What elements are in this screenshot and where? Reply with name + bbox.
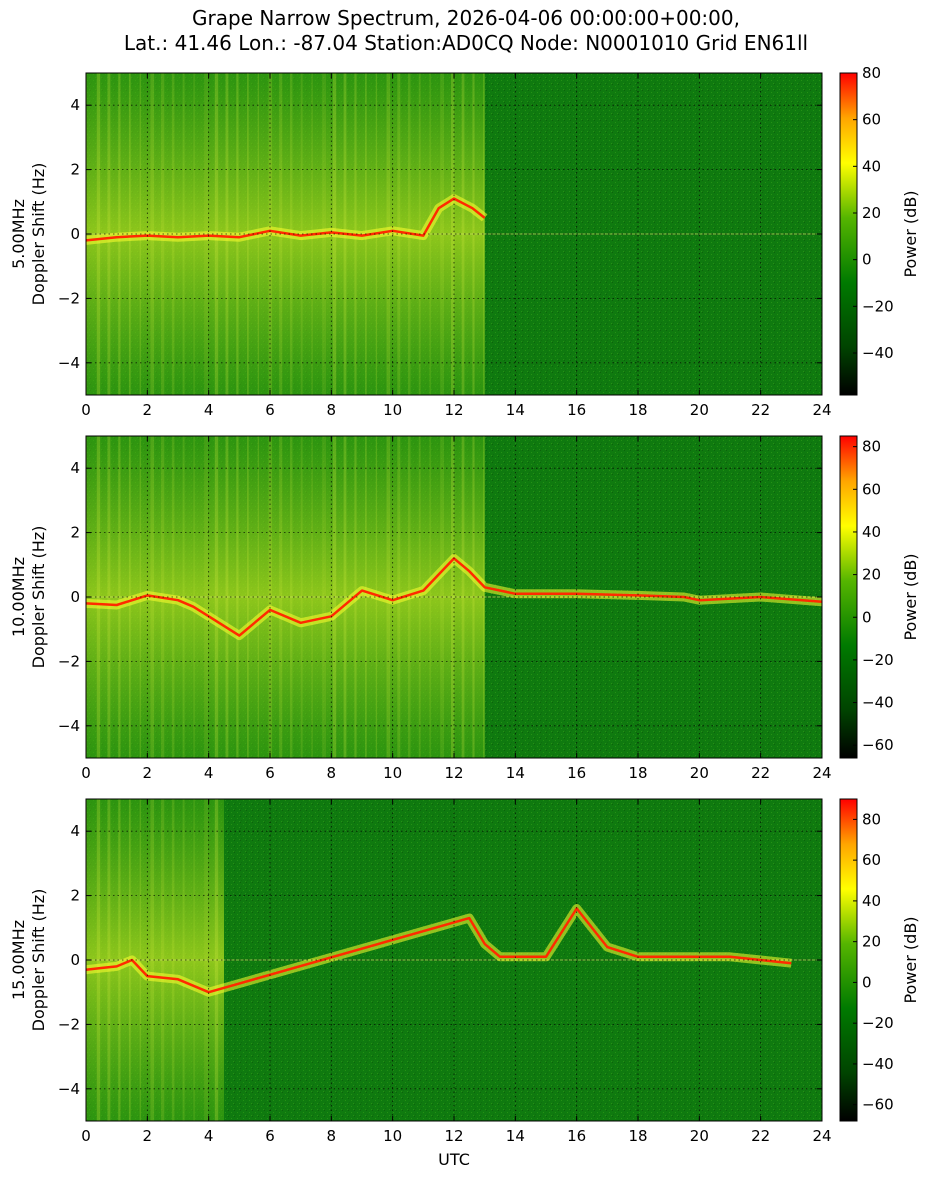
carrier-trace — [85, 557, 823, 637]
x-tick-label: 16 — [567, 1127, 586, 1145]
panel-frequency-label: 10.00MHz — [9, 557, 28, 637]
x-tick-label: 12 — [444, 1127, 463, 1145]
colorbar-tick-label: 40 — [862, 892, 881, 910]
x-tick-label: 0 — [81, 1127, 91, 1145]
colorbar-tick-label: −20 — [862, 651, 894, 669]
colorbar-tick-label: 60 — [862, 851, 881, 869]
y-axis-label: Doppler Shift (Hz) — [29, 163, 48, 306]
y-tick-label: −4 — [58, 717, 80, 735]
x-tick-label: 18 — [628, 401, 647, 419]
x-tick-label: 20 — [690, 764, 709, 782]
x-tick-label: 18 — [628, 1127, 647, 1145]
x-tick-label: 4 — [204, 1127, 214, 1145]
y-tick-label: 4 — [70, 459, 80, 477]
y-axis-label: Doppler Shift (Hz) — [29, 889, 48, 1032]
y-tick-label: −2 — [58, 289, 80, 307]
x-tick-label: 14 — [506, 1127, 525, 1145]
colorbar — [839, 798, 858, 1122]
x-tick-label: 22 — [751, 401, 770, 419]
x-tick-label: 18 — [628, 764, 647, 782]
x-tick-label: 16 — [567, 401, 586, 419]
y-tick-label: 2 — [70, 524, 80, 542]
colorbar-tick-label: 20 — [862, 566, 881, 584]
colorbar-tick-label: 40 — [862, 157, 881, 175]
x-tick-label: 14 — [506, 764, 525, 782]
y-tick-label: 0 — [70, 225, 80, 243]
y-tick-label: 2 — [70, 887, 80, 905]
x-tick-label: 24 — [812, 764, 831, 782]
title-line-1: Grape Narrow Spectrum, 2026-04-06 00:00:… — [192, 6, 740, 30]
x-tick-label: 10 — [383, 401, 402, 419]
colorbar-tick-label: 0 — [862, 973, 872, 991]
y-tick-label: −4 — [58, 354, 80, 372]
colorbar-tick-label: 60 — [862, 111, 881, 129]
colorbar-tick-label: 80 — [862, 438, 881, 456]
x-tick-label: 2 — [143, 401, 153, 419]
x-tick-label: 20 — [690, 1127, 709, 1145]
y-axis-label: Doppler Shift (Hz) — [29, 526, 48, 669]
colorbar-label: Power (dB) — [901, 916, 920, 1003]
colorbar-tick-label: 40 — [862, 523, 881, 541]
y-tick-label: 2 — [70, 161, 80, 179]
colorbar — [839, 435, 858, 759]
x-tick-label: 22 — [751, 764, 770, 782]
x-tick-label: 22 — [751, 1127, 770, 1145]
panel-frequency-label: 5.00MHz — [9, 199, 28, 269]
y-tick-label: 0 — [70, 588, 80, 606]
panel-frequency-label: 15.00MHz — [9, 920, 28, 1000]
title-line-2: Lat.: 41.46 Lon.: -87.04 Station:AD0CQ N… — [123, 31, 809, 55]
colorbar-tick-label: −40 — [862, 344, 894, 362]
y-tick-label: 0 — [70, 951, 80, 969]
colorbar-tick-label: 20 — [862, 204, 881, 222]
colorbar-tick-label: −60 — [862, 736, 894, 754]
y-tick-label: −4 — [58, 1080, 80, 1098]
x-tick-label: 4 — [204, 401, 214, 419]
colorbar-tick-label: −40 — [862, 1055, 894, 1073]
x-tick-label: 14 — [506, 401, 525, 419]
colorbar-tick-label: 60 — [862, 480, 881, 498]
x-tick-label: 0 — [81, 764, 91, 782]
x-tick-label: 8 — [327, 764, 337, 782]
x-tick-label: 24 — [812, 401, 831, 419]
x-tick-label: 12 — [444, 401, 463, 419]
x-tick-label: 20 — [690, 401, 709, 419]
colorbar-label: Power (dB) — [901, 190, 920, 277]
y-tick-label: −2 — [58, 652, 80, 670]
x-tick-label: 6 — [265, 1127, 275, 1145]
colorbar-tick-label: 80 — [862, 64, 881, 82]
x-tick-label: 16 — [567, 764, 586, 782]
colorbar-tick-label: 0 — [862, 251, 872, 269]
y-tick-label: −2 — [58, 1015, 80, 1033]
colorbar-label: Power (dB) — [901, 553, 920, 640]
x-tick-label: 8 — [327, 401, 337, 419]
colorbar-tick-label: −20 — [862, 1014, 894, 1032]
colorbar-tick-label: 20 — [862, 933, 881, 951]
y-tick-label: 4 — [70, 96, 80, 114]
x-tick-label: 0 — [81, 401, 91, 419]
x-tick-label: 10 — [383, 1127, 402, 1145]
colorbar-tick-label: −60 — [862, 1096, 894, 1114]
colorbar-tick-label: 0 — [862, 608, 872, 626]
colorbar — [839, 72, 858, 396]
y-tick-label: 4 — [70, 822, 80, 840]
x-tick-label: 6 — [265, 401, 275, 419]
x-tick-label: 24 — [812, 1127, 831, 1145]
x-tick-label: 4 — [204, 764, 214, 782]
x-tick-label: 10 — [383, 764, 402, 782]
x-axis-label: UTC — [438, 1150, 470, 1169]
colorbar-tick-label: 80 — [862, 810, 881, 828]
x-tick-label: 6 — [265, 764, 275, 782]
x-tick-label: 12 — [444, 764, 463, 782]
x-tick-label: 8 — [327, 1127, 337, 1145]
colorbar-tick-label: −20 — [862, 297, 894, 315]
x-tick-label: 2 — [143, 1127, 153, 1145]
x-tick-label: 2 — [143, 764, 153, 782]
colorbar-tick-label: −40 — [862, 694, 894, 712]
figure-title: Grape Narrow Spectrum, 2026-04-06 00:00:… — [0, 6, 932, 56]
